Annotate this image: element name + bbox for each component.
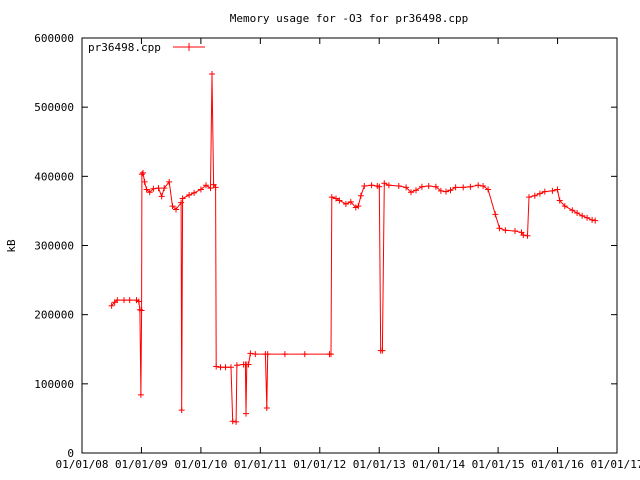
data-point — [467, 184, 473, 190]
y-tick-label: 100000 — [34, 378, 74, 391]
y-tick-label: 300000 — [34, 240, 74, 253]
series-group — [109, 71, 599, 425]
data-point — [396, 183, 402, 189]
data-point — [497, 225, 503, 231]
data-point — [264, 405, 270, 411]
x-tick-label: 01/01/12 — [293, 458, 346, 471]
data-point — [121, 297, 127, 303]
data-point — [142, 179, 148, 185]
data-point — [448, 187, 454, 193]
data-point — [485, 187, 491, 193]
data-point — [492, 211, 498, 217]
data-point — [369, 182, 375, 188]
data-point — [574, 210, 580, 216]
data-point — [554, 187, 560, 193]
data-point — [532, 193, 538, 199]
legend: pr36498.cpp — [88, 41, 205, 54]
data-point — [247, 350, 253, 356]
data-point — [223, 364, 229, 370]
y-tick-label: 200000 — [34, 309, 74, 322]
legend-label: pr36498.cpp — [88, 41, 161, 54]
data-point — [252, 351, 258, 357]
data-point — [180, 196, 186, 202]
x-tick-label: 01/01/10 — [174, 458, 227, 471]
data-point — [243, 411, 249, 417]
data-point — [159, 193, 165, 199]
data-point — [328, 351, 334, 357]
data-point — [443, 189, 449, 195]
x-tick-label: 01/01/14 — [412, 458, 465, 471]
data-point — [480, 183, 486, 189]
data-point — [426, 183, 432, 189]
data-point — [569, 207, 575, 213]
data-point — [475, 182, 481, 188]
data-point — [358, 193, 364, 199]
data-point — [179, 407, 185, 413]
x-tick-label: 01/01/16 — [531, 458, 584, 471]
data-point — [230, 418, 236, 424]
data-point — [549, 188, 555, 194]
data-point — [592, 218, 598, 224]
data-point — [282, 351, 288, 357]
x-tick-label: 01/01/15 — [472, 458, 525, 471]
x-tick-label: 01/01/11 — [234, 458, 287, 471]
data-point — [127, 297, 133, 303]
x-tick-label: 01/01/17 — [591, 458, 640, 471]
y-tick-label: 600000 — [34, 32, 74, 45]
data-point — [228, 364, 234, 370]
data-point — [526, 194, 532, 200]
data-point — [512, 228, 518, 234]
data-point — [213, 364, 219, 370]
data-point — [156, 185, 162, 191]
y-tick-label: 400000 — [34, 170, 74, 183]
x-tick-label: 01/01/13 — [353, 458, 406, 471]
data-point — [140, 170, 146, 176]
data-point — [419, 184, 425, 190]
plot-frame — [82, 38, 617, 453]
x-tick-label: 01/01/08 — [56, 458, 109, 471]
chart-title: Memory usage for -O3 for pr36498.cpp — [230, 12, 468, 25]
data-point — [233, 419, 239, 425]
data-point — [329, 194, 335, 200]
data-point — [138, 392, 144, 398]
series-line — [112, 74, 596, 422]
data-point — [460, 184, 466, 190]
y-axis-label: kB — [5, 239, 18, 253]
data-point — [525, 233, 531, 239]
data-point — [302, 351, 308, 357]
data-point — [453, 184, 459, 190]
legend-marker — [185, 43, 193, 51]
y-tick-label: 500000 — [34, 101, 74, 114]
data-point — [208, 185, 214, 191]
data-point — [234, 362, 240, 368]
x-axis: 01/01/08 01/01/09 01/01/10 01/01/11 01/01/12… — [56, 38, 640, 471]
data-point — [361, 183, 367, 189]
data-point — [209, 71, 215, 77]
data-point — [502, 227, 508, 233]
x-tick-label: 01/01/09 — [115, 458, 168, 471]
y-axis: 0100000200000300000400000500000600000 — [34, 32, 617, 460]
